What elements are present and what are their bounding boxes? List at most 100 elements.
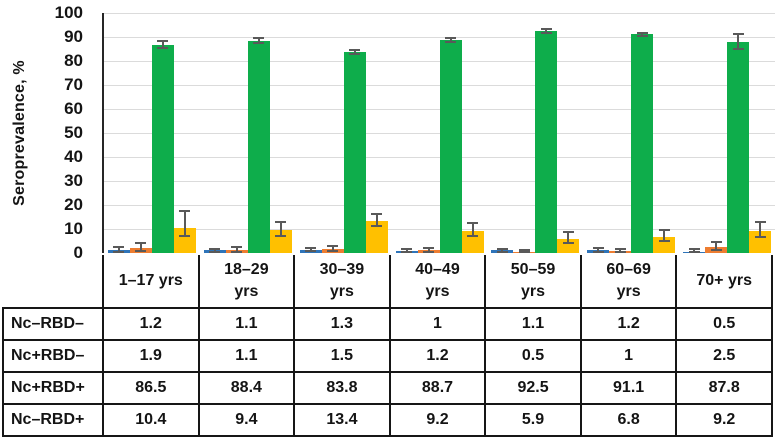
error-bar-stem (597, 249, 600, 251)
bar (439, 40, 462, 253)
value-cell: 1.2 (579, 307, 678, 341)
error-bar-stem (161, 42, 164, 48)
value-cell: 87.8 (675, 371, 773, 405)
table-row: Nc+RBD– 1.9 1.1 1.5 1.2 0.5 1 2.5 (2, 339, 773, 373)
error-bar-stem (737, 35, 740, 48)
error-bar (754, 221, 766, 239)
error-bar-stem (641, 33, 644, 35)
error-bar-stem (663, 231, 666, 241)
error-bar-stem (235, 247, 238, 251)
error-bar-stem (427, 248, 430, 251)
value-cell: 91.1 (579, 371, 678, 405)
category-header: 1–17 yrs (102, 255, 200, 309)
value-cell: 10.4 (102, 403, 200, 437)
y-tick-label: 20 (64, 195, 83, 214)
error-bar (179, 210, 191, 238)
error-bar (445, 36, 456, 43)
error-bar (732, 33, 744, 50)
error-bar (540, 27, 552, 34)
value-cell: 1 (579, 339, 678, 373)
error-bar (305, 247, 317, 253)
bar (727, 42, 750, 253)
row-label: Nc+RBD– (2, 339, 104, 373)
y-tick-label: 70 (64, 75, 83, 94)
y-tick-label: 40 (64, 147, 83, 166)
category-header: 30–39 yrs (293, 255, 391, 309)
bar (631, 34, 654, 253)
value-cell: 9.4 (197, 403, 296, 437)
error-bar (231, 245, 243, 253)
table-row: Nc+RBD+ 86.5 88.4 83.8 88.7 92.5 91.1 87.8 (2, 371, 773, 405)
bar (535, 31, 558, 253)
value-cell: 13.4 (293, 403, 391, 437)
category-header: 18–29 yrs (197, 255, 296, 309)
table-body: 1–17 yrs 18–29 yrs 30–39 yrs 40–49 yrs 50–59… (2, 255, 773, 437)
value-cell: 1.3 (293, 307, 391, 341)
error-bar-stem (309, 249, 312, 251)
value-cell: 88.4 (197, 371, 296, 405)
y-axis-ticks: 0 10 20 30 40 50 60 70 80 90 100 (0, 3, 92, 262)
error-bar (518, 249, 530, 253)
error-bar-stem (279, 222, 282, 236)
value-cell: 1.1 (484, 307, 582, 341)
gridline (104, 13, 775, 14)
value-cell: 0.5 (484, 339, 582, 373)
error-bar-stem (117, 248, 120, 251)
error-bar (135, 242, 147, 253)
error-bar-stem (501, 249, 504, 251)
error-bar-stem (693, 250, 696, 251)
error-bar (496, 247, 508, 253)
bar-chart: Seroprevalence, % 0 10 20 30 40 50 60 70 80 90 100 (0, 3, 775, 262)
error-bar (209, 247, 221, 253)
value-cell: 1.1 (197, 307, 296, 341)
error-bar-stem (759, 223, 762, 237)
error-bar (275, 220, 287, 238)
bar (365, 220, 388, 253)
row-label: Nc+RBD+ (2, 371, 104, 405)
value-cell: 1.1 (197, 339, 296, 373)
y-tick-label: 50 (64, 123, 83, 142)
error-bar (688, 248, 700, 253)
value-cell: 6.8 (579, 403, 678, 437)
error-bar (467, 222, 478, 238)
error-bar (349, 48, 361, 55)
error-bar (710, 241, 722, 252)
error-bar (614, 248, 626, 253)
value-cell: 92.5 (484, 371, 582, 405)
value-cell: 9.2 (388, 403, 487, 437)
table-row: Nc–RBD+ 10.4 9.4 13.4 9.2 5.9 6.8 9.2 (2, 403, 773, 437)
y-tick-label: 100 (54, 3, 83, 22)
table-row: Nc–RBD– 1.2 1.1 1.3 1 1.1 1.2 0.5 (2, 307, 773, 341)
value-cell: 0.5 (675, 307, 773, 341)
bar (247, 40, 270, 253)
category-header: 50–59 yrs (484, 255, 582, 309)
error-bar (113, 246, 125, 253)
y-tick-label: 60 (64, 99, 83, 118)
row-label: Nc–RBD+ (2, 403, 104, 437)
error-bar-stem (375, 214, 378, 226)
category-header: 40–49 yrs (388, 255, 487, 309)
value-cell: 2.5 (675, 339, 773, 373)
error-bar-stem (257, 38, 260, 43)
error-bar (562, 230, 574, 245)
y-tick-label: 10 (64, 219, 83, 238)
value-cell: 1.2 (388, 339, 487, 373)
error-bar (423, 246, 434, 253)
value-cell: 1.5 (293, 339, 391, 373)
bar (151, 45, 174, 253)
y-tick-label: 80 (64, 51, 83, 70)
category-header-row: 1–17 yrs 18–29 yrs 30–39 yrs 40–49 yrs 50–59… (3, 255, 773, 309)
error-bar (371, 212, 383, 228)
data-table: 1–17 yrs 18–29 yrs 30–39 yrs 40–49 yrs 50–59… (2, 255, 773, 437)
error-bar-stem (715, 243, 718, 250)
error-bar (157, 40, 169, 50)
error-bar-stem (471, 224, 474, 236)
error-bar (327, 245, 339, 253)
error-bar-stem (545, 29, 548, 32)
error-bar (401, 248, 412, 253)
category-header: 70+ yrs (675, 255, 773, 309)
bar (173, 228, 196, 253)
value-cell: 86.5 (102, 371, 200, 405)
error-bar (636, 31, 648, 37)
y-tick-label: 30 (64, 171, 83, 190)
